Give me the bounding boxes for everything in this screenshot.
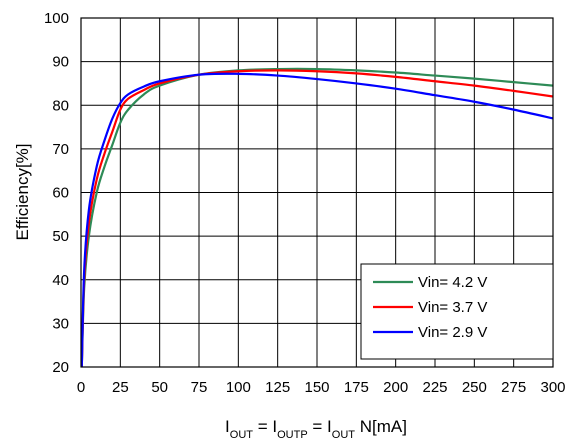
x-tick-label: 75 [191,379,208,396]
y-tick-label: 100 [44,10,69,27]
x-tick-label: 25 [112,379,129,396]
x-tick-label: 50 [151,379,168,396]
y-tick-label: 60 [52,185,69,202]
x-tick-label: 0 [77,379,85,396]
y-tick-label: 40 [52,272,69,289]
series-line-2 [80,69,554,368]
x-tick-label: 225 [422,379,447,396]
y-tick-label: 50 [52,228,69,245]
x-tick-label: 100 [226,379,251,396]
series-line-3 [80,72,554,368]
y-tick-label: 90 [52,54,69,71]
legend: Vin= 4.2 V Vin= 3.7 V Vin= 2.9 V [360,263,554,360]
series-line-1 [80,67,554,368]
x-tick-label: 250 [462,379,487,396]
legend-box [360,263,554,360]
y-tick-label: 70 [52,141,69,158]
x-tick-label: 150 [304,379,329,396]
y-axis-title: Efficiency[%] [13,143,32,240]
y-tick-label: 20 [52,359,69,376]
plot-frame [80,17,554,368]
legend-label-2: Vin= 3.7 V [418,299,487,316]
y-tick-label: 80 [52,97,69,114]
legend-label-3: Vin= 2.9 V [418,324,487,341]
legend-label-1: Vin= 4.2 V [418,274,487,291]
x-tick-label: 200 [383,379,408,396]
y-tick-labels: 20 30 40 50 60 70 80 90 100 [44,10,69,376]
series-lines [80,67,554,368]
x-tick-label: 175 [344,379,369,396]
x-tick-labels: 0 25 50 75 100 125 150 175 200 225 250 275 300 [77,379,566,396]
x-tick-label: 275 [501,379,526,396]
x-tick-label: 125 [265,379,290,396]
x-axis-title: IOUT = IOUTP = IOUT N[mA] [225,417,407,441]
x-tick-label: 300 [540,379,565,396]
y-tick-label: 30 [52,315,69,332]
